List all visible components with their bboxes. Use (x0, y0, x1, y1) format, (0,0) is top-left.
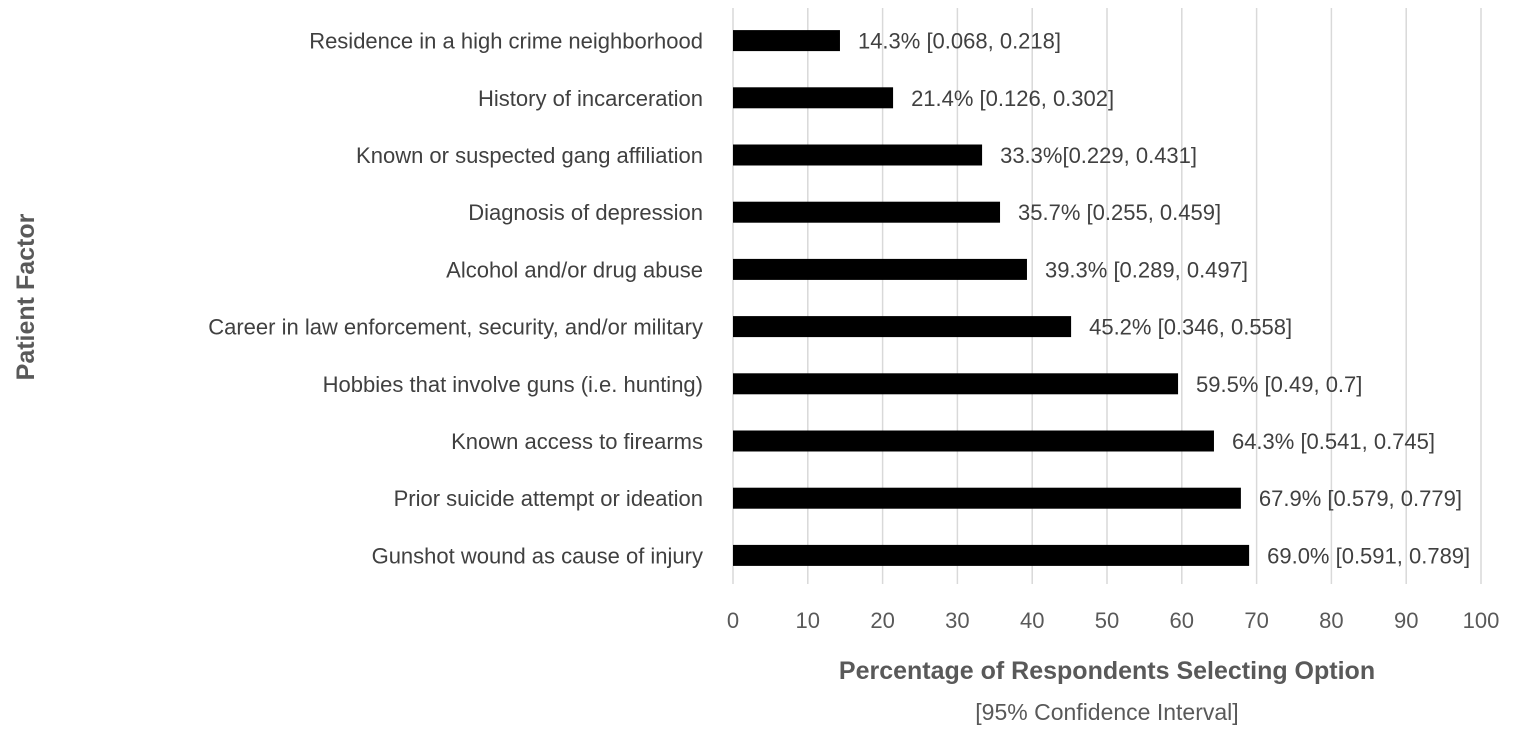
category-label: Known access to firearms (451, 429, 703, 454)
x-axis-subtitle: [95% Confidence Interval] (975, 699, 1238, 725)
bar (733, 258, 1027, 280)
bar (733, 30, 840, 52)
x-tick-label: 100 (1463, 608, 1500, 633)
x-tick-label: 20 (870, 608, 894, 633)
x-axis-title: Percentage of Respondents Selecting Opti… (839, 657, 1375, 685)
category-label: Known or suspected gang affiliation (356, 143, 703, 168)
category-labels: Residence in a high crime neighborhood Hi… (208, 29, 703, 569)
y-axis-title: Patient Factor (12, 213, 40, 380)
bar (733, 430, 1214, 452)
x-tick-label: 30 (945, 608, 969, 633)
data-label: 39.3% [0.289, 0.497] (1045, 257, 1248, 282)
x-tick-label: 70 (1244, 608, 1268, 633)
category-label: Alcohol and/or drug abuse (446, 257, 703, 282)
bar (733, 316, 1072, 338)
bar (733, 544, 1250, 566)
data-label: 69.0% [0.591, 0.789] (1267, 543, 1470, 568)
data-label: 45.2% [0.346, 0.558] (1089, 315, 1292, 340)
category-label: Prior suicide attempt or ideation (394, 486, 703, 511)
data-label: 59.5% [0.49, 0.7] (1196, 372, 1362, 397)
data-label: 35.7% [0.255, 0.459] (1018, 200, 1221, 225)
data-labels: 14.3% [0.068, 0.218] 21.4% [0.126, 0.302]… (858, 29, 1470, 569)
x-tick-label: 90 (1394, 608, 1418, 633)
bar (733, 373, 1179, 395)
x-tick-labels: 0 10 20 30 40 50 60 70 80 90 100 (727, 608, 1499, 633)
data-label: 67.9% [0.579, 0.779] (1259, 486, 1462, 511)
category-label: Hobbies that involve guns (i.e. hunting) (323, 372, 703, 397)
bars (733, 30, 1250, 566)
category-label: History of incarceration (478, 86, 703, 111)
x-tick-label: 10 (796, 608, 820, 633)
data-label: 14.3% [0.068, 0.218] (858, 29, 1061, 54)
bar (733, 201, 1001, 223)
data-label: 64.3% [0.541, 0.745] (1232, 429, 1435, 454)
category-label: Career in law enforcement, security, and… (208, 315, 703, 340)
x-tick-label: 40 (1020, 608, 1044, 633)
category-label: Residence in a high crime neighborhood (309, 29, 703, 54)
data-label: 21.4% [0.126, 0.302] (911, 86, 1114, 111)
x-tick-label: 60 (1170, 608, 1194, 633)
x-tick-label: 50 (1095, 608, 1119, 633)
bar (733, 87, 894, 109)
category-label: Diagnosis of depression (468, 200, 703, 225)
data-label: 33.3%[0.229, 0.431] (1000, 143, 1197, 168)
category-label: Gunshot wound as cause of injury (372, 543, 703, 568)
bar (733, 144, 983, 166)
x-tick-label: 0 (727, 608, 739, 633)
x-tick-label: 80 (1319, 608, 1343, 633)
bar (733, 487, 1241, 509)
